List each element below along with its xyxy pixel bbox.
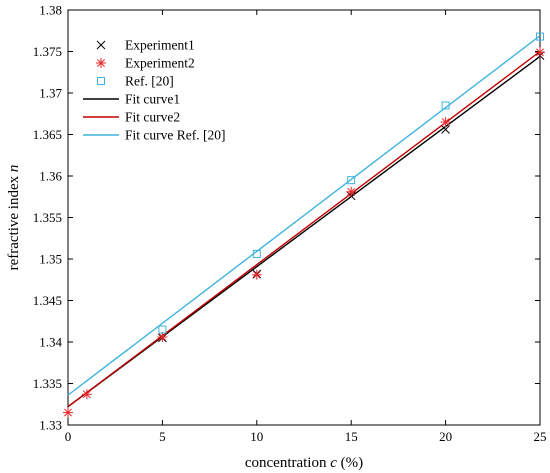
y-tick-label: 1.36 [39,169,62,184]
legend-label: Experiment1 [125,38,195,53]
fit-lines [67,35,541,408]
legend-swatch [96,40,106,50]
x-tick-label: 15 [345,429,358,444]
y-tick-label: 1.345 [33,293,62,308]
x-axis-label-text: concentration [245,455,330,471]
y-tick-label: 1.38 [39,3,62,18]
legend-label: Fit curve2 [125,110,180,125]
y-axis-label: refractive index n [6,165,22,271]
y-tick-label: 1.355 [33,210,62,225]
y-axis-label-variable: n [6,165,22,173]
x-tick-label: 5 [159,429,166,444]
plot-area [67,9,541,426]
legend-item: Experiment1 [96,38,195,53]
y-tick-label: 1.34 [39,335,62,350]
data-point-1 [157,332,168,343]
y-tick-label: 1.365 [33,127,62,142]
x-tick-label: 20 [439,429,452,444]
legend-label: Experiment2 [125,56,195,71]
x-axis-label: concentration c (%) [245,455,363,471]
legend-label: Fit curve Ref. [20] [125,128,225,143]
y-tick-label: 1.375 [33,44,62,59]
y-axis-label-text: refractive index [6,172,22,270]
x-tick-label: 10 [250,429,263,444]
legend-item: Ref. [20] [97,74,174,89]
data-point-1 [346,186,357,197]
y-tick-label: 1.335 [33,376,62,391]
legend-label: Fit curve1 [125,92,180,107]
fit-line-4 [67,50,541,408]
y-tick-label: 1.37 [39,86,62,101]
legend-item: Fit curve Ref. [20] [83,128,225,143]
data-point-1 [440,117,451,128]
data-point-2 [252,250,261,259]
data-point-1 [251,269,262,280]
x-axis-label-variable: c [330,455,337,471]
data-point-2 [441,101,450,110]
legend-label: Ref. [20] [125,74,174,89]
y-tick-label: 1.33 [39,418,62,433]
data-point-1 [63,407,73,418]
data-point-1 [81,389,92,400]
data-markers [63,32,545,418]
fit-line-5 [67,35,541,396]
y-tick-label: 1.35 [39,252,62,267]
data-point-0 [441,125,450,134]
y-axis: 1.33 1.335 1.34 1.345 1.35 1.355 1.36 1.365 1.37… [33,3,540,433]
data-point-2 [536,32,544,41]
x-tick-label: 25 [534,429,547,444]
x-axis: 0 5 10 15 20 25 [65,10,547,444]
legend-item: Experiment2 [96,56,195,71]
legend-swatch [96,58,106,68]
x-tick-label: 0 [65,429,72,444]
legend-item: Fit curve2 [83,110,180,125]
data-point-2 [158,325,167,334]
legend: Experiment1 Experiment2 Ref. [20] Fit curve… [83,38,225,143]
x-axis-label-unit: (%) [337,455,363,471]
legend-swatch [97,77,105,85]
data-point-1 [535,47,545,58]
data-point-2 [347,176,356,185]
legend-item: Fit curve1 [83,92,180,107]
